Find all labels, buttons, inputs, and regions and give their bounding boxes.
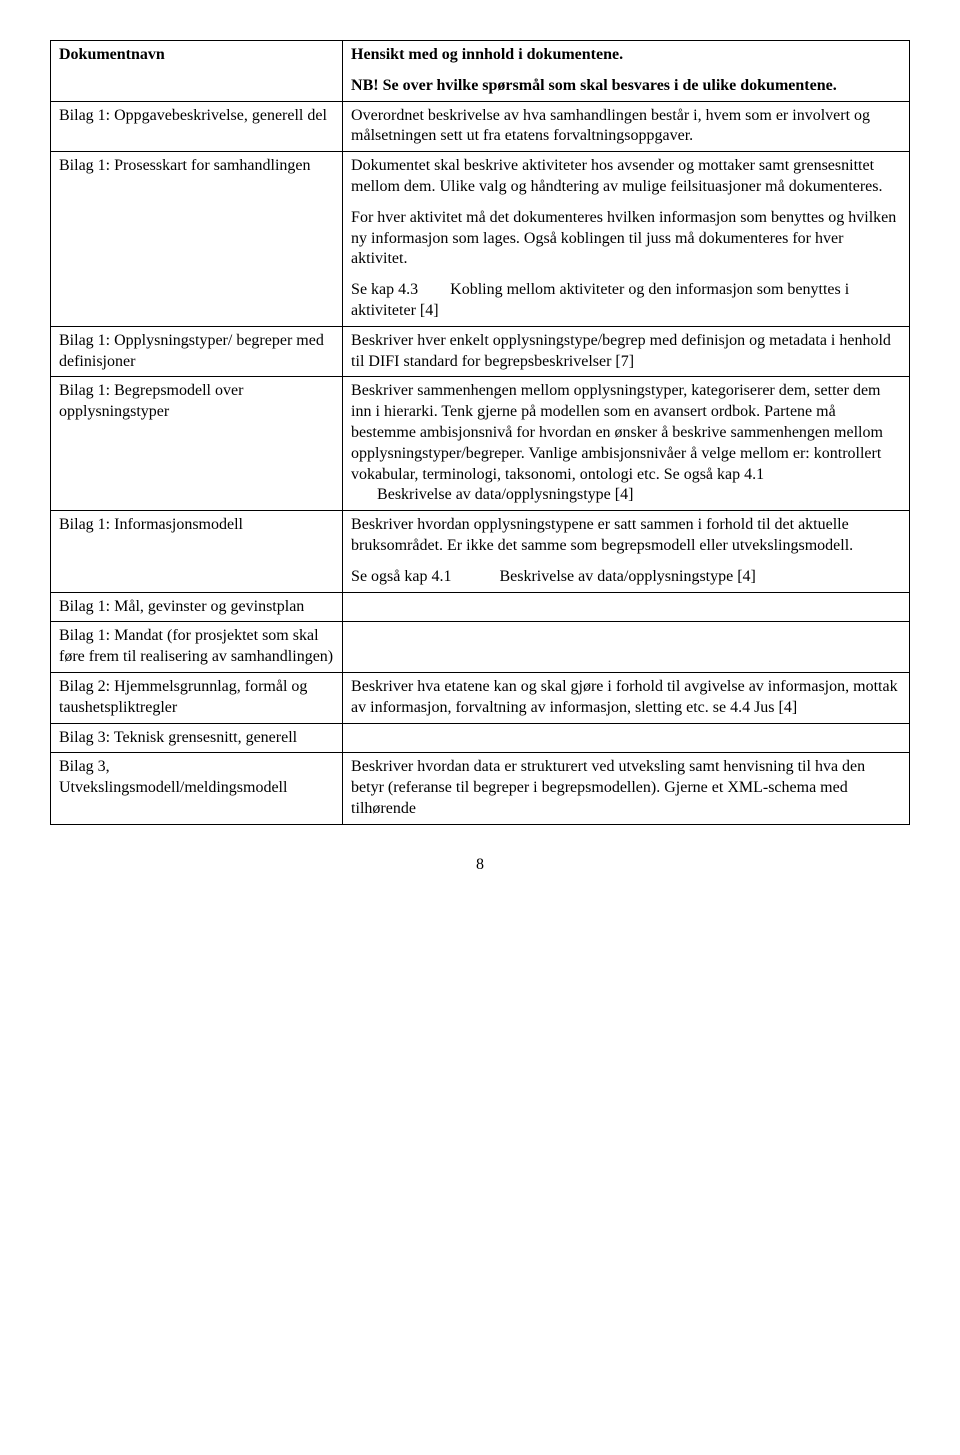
table-row: Bilag 1: Mål, gevinster og gevinstplan [51, 592, 910, 622]
header-left: Dokumentnavn [51, 41, 343, 102]
row-left: Bilag 1: Prosesskart for samhandlingen [51, 152, 343, 327]
row-right-para: Se kap 4.3 Kobling mellom aktiviteter og… [351, 280, 901, 322]
table-row: Bilag 1: Begrepsmodell over opplysningst… [51, 377, 910, 511]
row-left: Bilag 1: Informasjonsmodell [51, 511, 343, 592]
page-number: 8 [50, 855, 910, 876]
table-row: Bilag 3: Teknisk grensesnitt, generell [51, 723, 910, 753]
row-right [343, 622, 910, 673]
row-right [343, 723, 910, 753]
row-right-indent: Beskrivelse av data/opplysningstype [4] [351, 485, 901, 506]
row-left: Bilag 2: Hjemmelsgrunnlag, formål og tau… [51, 672, 343, 723]
row-right [343, 592, 910, 622]
row-left: Bilag 3: Teknisk grensesnitt, generell [51, 723, 343, 753]
row-left: Bilag 1: Opplysningstyper/ begreper med … [51, 326, 343, 377]
row-right-para: Overordnet beskrivelse av hva samhandlin… [351, 106, 901, 148]
row-right-para: For hver aktivitet må det dokumenteres h… [351, 208, 901, 270]
row-right-para: Beskriver sammenhengen mellom opplysning… [351, 382, 883, 482]
row-right: Beskriver hva etatene kan og skal gjøre … [343, 672, 910, 723]
row-right: Beskriver hvordan data er strukturert ve… [343, 753, 910, 824]
row-right: Beskriver hver enkelt opplysningstype/be… [343, 326, 910, 377]
row-left: Bilag 1: Begrepsmodell over opplysningst… [51, 377, 343, 511]
row-right: Overordnet beskrivelse av hva samhandlin… [343, 101, 910, 152]
table-header-row: Dokumentnavn Hensikt med og innhold i do… [51, 41, 910, 102]
row-right-para: Beskriver hvordan opplysningstypene er s… [351, 515, 901, 557]
table-row: Bilag 1: Oppgavebeskrivelse, generell de… [51, 101, 910, 152]
header-right-line1: Hensikt med og innhold i dokumentene. [351, 45, 901, 66]
row-right: Dokumentet skal beskrive aktiviteter hos… [343, 152, 910, 327]
row-right: Beskriver hvordan opplysningstypene er s… [343, 511, 910, 592]
row-left: Bilag 1: Mål, gevinster og gevinstplan [51, 592, 343, 622]
row-right: Beskriver sammenhengen mellom opplysning… [343, 377, 910, 511]
header-right: Hensikt med og innhold i dokumentene. NB… [343, 41, 910, 102]
table-row: Bilag 1: Informasjonsmodell Beskriver hv… [51, 511, 910, 592]
row-left: Bilag 3, Utvekslingsmodell/meldingsmodel… [51, 753, 343, 824]
row-left: Bilag 1: Mandat (for prosjektet som skal… [51, 622, 343, 673]
row-right-para: Se også kap 4.1 Beskrivelse av data/oppl… [351, 567, 901, 588]
table-row: Bilag 1: Opplysningstyper/ begreper med … [51, 326, 910, 377]
table-row: Bilag 2: Hjemmelsgrunnlag, formål og tau… [51, 672, 910, 723]
header-right-line2: NB! Se over hvilke spørsmål som skal bes… [351, 76, 901, 97]
row-right-para: Dokumentet skal beskrive aktiviteter hos… [351, 156, 901, 198]
row-right-para: Beskriver hver enkelt opplysningstype/be… [351, 331, 901, 373]
row-right-para: Beskriver hva etatene kan og skal gjøre … [351, 677, 901, 719]
row-left: Bilag 1: Oppgavebeskrivelse, generell de… [51, 101, 343, 152]
table-row: Bilag 3, Utvekslingsmodell/meldingsmodel… [51, 753, 910, 824]
table-row: Bilag 1: Mandat (for prosjektet som skal… [51, 622, 910, 673]
table-row: Bilag 1: Prosesskart for samhandlingen D… [51, 152, 910, 327]
document-table: Dokumentnavn Hensikt med og innhold i do… [50, 40, 910, 825]
row-right-para: Beskriver hvordan data er strukturert ve… [351, 757, 901, 819]
